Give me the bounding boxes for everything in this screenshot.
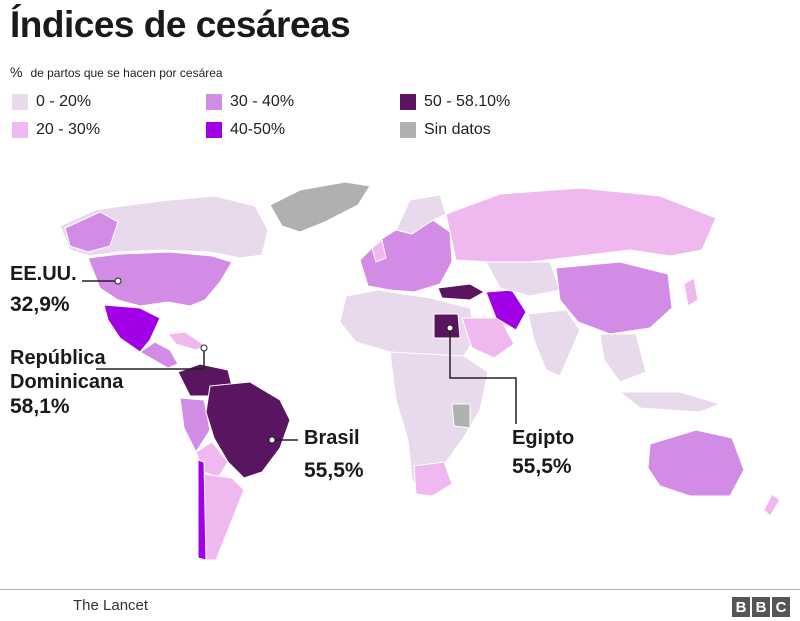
brazil-name: Brasil (304, 427, 360, 449)
greenland-region (269, 181, 371, 233)
alaska-region (64, 211, 119, 253)
legend-label: 50 - 58.10% (424, 93, 511, 110)
bbc-logo-letter: B (752, 597, 770, 617)
page-title: Índices de cesáreas (10, 4, 351, 45)
south-africa-region (413, 461, 453, 497)
egypt-leader (449, 328, 517, 424)
dr-name-line1: República (10, 347, 106, 369)
dr-leader (96, 350, 205, 370)
russia-region (445, 187, 717, 263)
legend-swatch (400, 94, 416, 110)
legend-swatch (206, 94, 222, 110)
bbc-logo-letter: B (732, 597, 750, 617)
central-asia-region (485, 261, 561, 297)
caribbean-region (167, 331, 208, 351)
usa-value: 32,9% (10, 293, 70, 316)
usa-region (87, 251, 233, 307)
legend-item-0-20: 0 - 20% (12, 92, 91, 112)
usa-callout: EE.UU. 32,9% (10, 262, 77, 318)
subtitle: % de partos que se hacen por cesárea (10, 64, 223, 80)
uk-region (371, 239, 387, 263)
brazil-callout: Brasil 55,5% (304, 426, 364, 484)
usa-marker (114, 277, 122, 285)
legend-item-30-40: 30 - 40% (206, 92, 294, 112)
brazil-value: 55,5% (304, 459, 364, 482)
legend-label: 20 - 30% (36, 121, 101, 138)
dr-callout: República Dominicana 58,1% (10, 346, 123, 420)
india-region (527, 309, 581, 377)
turkey-region (437, 283, 486, 301)
egypt-value: 55,5% (512, 455, 572, 478)
legend-swatch (400, 122, 416, 138)
legend-label: 30 - 40% (230, 93, 295, 110)
legend-label: Sin datos (424, 121, 491, 138)
new-zealand-region (763, 493, 781, 517)
percent-symbol: % (10, 64, 23, 80)
australia-region (647, 429, 745, 497)
legend-swatch (206, 122, 222, 138)
subtitle-text: de partos que se hacen por cesárea (30, 66, 223, 80)
canada-region (59, 195, 269, 259)
bbc-logo: B B C (732, 597, 790, 617)
brazil-marker (268, 436, 276, 444)
japan-region (683, 277, 699, 307)
legend-item-no-data: Sin datos (400, 120, 491, 140)
europe-region (359, 217, 453, 293)
china-region (555, 261, 673, 335)
egypt-region (433, 313, 461, 339)
dr-name-line2: Dominicana (10, 371, 124, 393)
legend-item-50-58: 50 - 58.10% (400, 92, 510, 112)
egypt-callout: Egipto 55,5% (512, 426, 574, 480)
legend-item-40-50: 40-50% (206, 120, 285, 140)
argentina-chile-region (203, 473, 245, 561)
indonesia-region (618, 391, 722, 413)
legend-swatch (12, 94, 28, 110)
dr-value: 58,1% (10, 395, 70, 418)
legend-label: 0 - 20% (36, 93, 92, 110)
legend-item-20-30: 20 - 30% (12, 120, 100, 140)
legend-swatch (12, 122, 28, 138)
source-label: The Lancet (73, 597, 149, 614)
arabia-region (461, 317, 515, 359)
dr-marker (200, 344, 208, 352)
egypt-name: Egipto (512, 427, 575, 449)
peru-region (179, 397, 211, 454)
chile-strip (197, 459, 207, 561)
africa-no-data-1 (451, 403, 471, 429)
footer-divider (0, 589, 800, 590)
se-asia-region (599, 333, 647, 383)
mexico-region (103, 304, 161, 353)
brazil-region (205, 381, 291, 479)
central-america-region (139, 341, 179, 369)
egypt-marker (446, 324, 454, 332)
usa-name: EE.UU. (10, 263, 77, 285)
bbc-logo-letter: C (772, 597, 790, 617)
legend-label: 40-50% (230, 121, 286, 138)
